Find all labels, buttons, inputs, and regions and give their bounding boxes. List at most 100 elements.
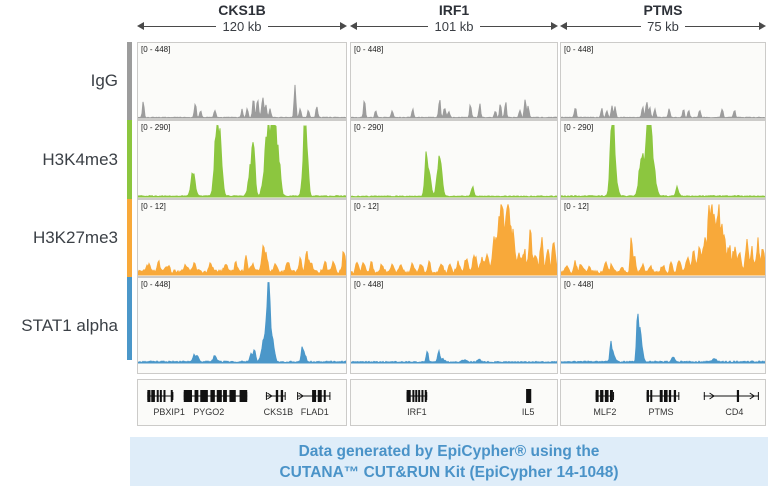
signal-area: [138, 282, 346, 364]
track-range-label: [0 - 12]: [564, 202, 589, 211]
strand-arrow-icon: [749, 392, 756, 400]
gene-end-tick: [678, 392, 680, 400]
gene-exon: [526, 389, 532, 403]
gene-exon: [600, 390, 604, 402]
gene-exon: [216, 390, 222, 402]
gene-end-tick: [284, 392, 286, 400]
track-range-label: [0 - 448]: [141, 45, 171, 54]
gene-exon: [415, 390, 418, 402]
h3k4me3-irf1-signal: [351, 151, 557, 198]
signal-area: [561, 204, 765, 276]
arrow-line: [684, 25, 759, 27]
gene-end-tick: [613, 392, 615, 400]
arrow-line: [267, 25, 341, 27]
track-h3k27me3-ptms: [0 - 12]: [560, 199, 766, 277]
gene-end-tick: [265, 392, 267, 400]
arrow-line: [357, 25, 429, 27]
igg-irf1-signal: [351, 99, 557, 119]
arrowhead-left-icon: [350, 22, 357, 30]
gene-exon: [323, 390, 326, 402]
gene-label: CKS1B: [263, 407, 294, 417]
track-h3k27me3-irf1: [0 - 12]: [350, 199, 558, 277]
span-arrow: 120 kb: [137, 18, 348, 34]
span-length-label: 75 kb: [647, 18, 679, 34]
arrowhead-right-icon: [551, 22, 559, 30]
signal-area: [138, 244, 346, 276]
igg-cks1b-signal: [138, 84, 346, 119]
gene-label: CD4: [725, 407, 744, 417]
attribution-banner: Data generated by EpiCypher® using the C…: [130, 437, 768, 486]
h3k4me3-cks1b-signal: [138, 124, 346, 198]
h3k27me3-ptms-signal: [561, 204, 765, 276]
gene-exon: [163, 390, 166, 402]
gene-exon: [239, 390, 248, 402]
span-arrow: 101 kb: [350, 18, 559, 34]
track-h3k4me3-ptms: [0 - 290]: [560, 120, 766, 199]
gene-models-svg: [147, 390, 331, 402]
gene-exon: [659, 390, 663, 402]
row-label-stat1-alpha: STAT1 alpha: [21, 315, 118, 335]
span-length-label: 120 kb: [222, 18, 262, 34]
track-igg-irf1: [0 - 448]: [350, 42, 558, 120]
color-bar-h3k27me3: [127, 199, 132, 277]
track-range-label: [0 - 448]: [564, 45, 594, 54]
gene-exon: [650, 390, 653, 402]
gene-exon: [159, 390, 162, 402]
gene-track-ptms-region: MLF2 PTMS CD4: [560, 379, 766, 426]
track-stat1-alpha-irf1: [0 - 448]: [350, 277, 558, 374]
gene-exon: [280, 390, 284, 402]
track-h3k27me3-cks1b: [0 - 12]: [137, 199, 347, 277]
gene-exon: [604, 390, 609, 402]
signal-area: [138, 124, 346, 198]
gene-exon: [275, 390, 279, 402]
arrowhead-right-icon: [340, 22, 348, 30]
signal-area: [561, 313, 765, 364]
locus-title: PTMS: [643, 2, 683, 18]
track-range-label: [0 - 448]: [354, 280, 384, 289]
track-range-label: [0 - 12]: [141, 202, 166, 211]
gene-end-tick: [703, 392, 705, 400]
row-label-h3k27me3: H3K27me3: [32, 228, 118, 247]
track-range-label: [0 - 290]: [354, 123, 384, 132]
gene-exon: [663, 390, 668, 402]
gene-exon: [610, 390, 613, 402]
row-label-igg: IgG: [90, 71, 118, 90]
stat1-alpha-ptms-signal: [561, 313, 765, 364]
signal-area: [561, 125, 765, 198]
h3k4me3-ptms-signal: [561, 125, 765, 198]
track-range-label: [0 - 448]: [354, 45, 384, 54]
strand-arrow-icon: [298, 392, 305, 400]
span-length-label: 101 kb: [434, 18, 474, 34]
color-bar-h3k4me3: [127, 120, 132, 199]
span-arrow: 75 kb: [560, 18, 766, 34]
gene-exon: [183, 390, 193, 402]
attribution-line1: Data generated by EpiCypher® using the: [298, 442, 600, 460]
gene-exon: [668, 390, 672, 402]
gene-label: FLAD1: [300, 407, 329, 417]
track-range-label: [0 - 12]: [354, 202, 379, 211]
arrow-line: [567, 25, 642, 27]
strand-arrow-icon: [267, 392, 273, 400]
track-range-label: [0 - 448]: [564, 280, 594, 289]
arrow-line: [144, 25, 217, 27]
strand-arrow-icon: [709, 392, 715, 400]
signal-area: [561, 102, 765, 119]
color-bar-igg: [127, 42, 132, 120]
gene-end-tick: [329, 392, 331, 400]
gene-exon: [595, 390, 599, 402]
gene-track-irf1-region: IRF1 IL5: [350, 379, 558, 426]
h3k27me3-irf1-signal: [351, 204, 557, 276]
track-stat1-alpha-cks1b: [0 - 448]: [137, 277, 347, 374]
locus-header-ptms: PTMS 75 kb: [560, 2, 766, 40]
gene-label: MLF2: [593, 407, 617, 417]
signal-area: [351, 348, 557, 364]
locus-title: IRF1: [438, 2, 470, 18]
gene-end-tick: [172, 392, 174, 400]
signal-area: [351, 204, 557, 276]
stat1-alpha-irf1-signal: [351, 348, 557, 364]
gene-exon: [151, 390, 155, 402]
color-bar-stat1-alpha: [127, 277, 132, 360]
gene-exon: [317, 390, 322, 402]
gene-exon: [229, 390, 236, 402]
